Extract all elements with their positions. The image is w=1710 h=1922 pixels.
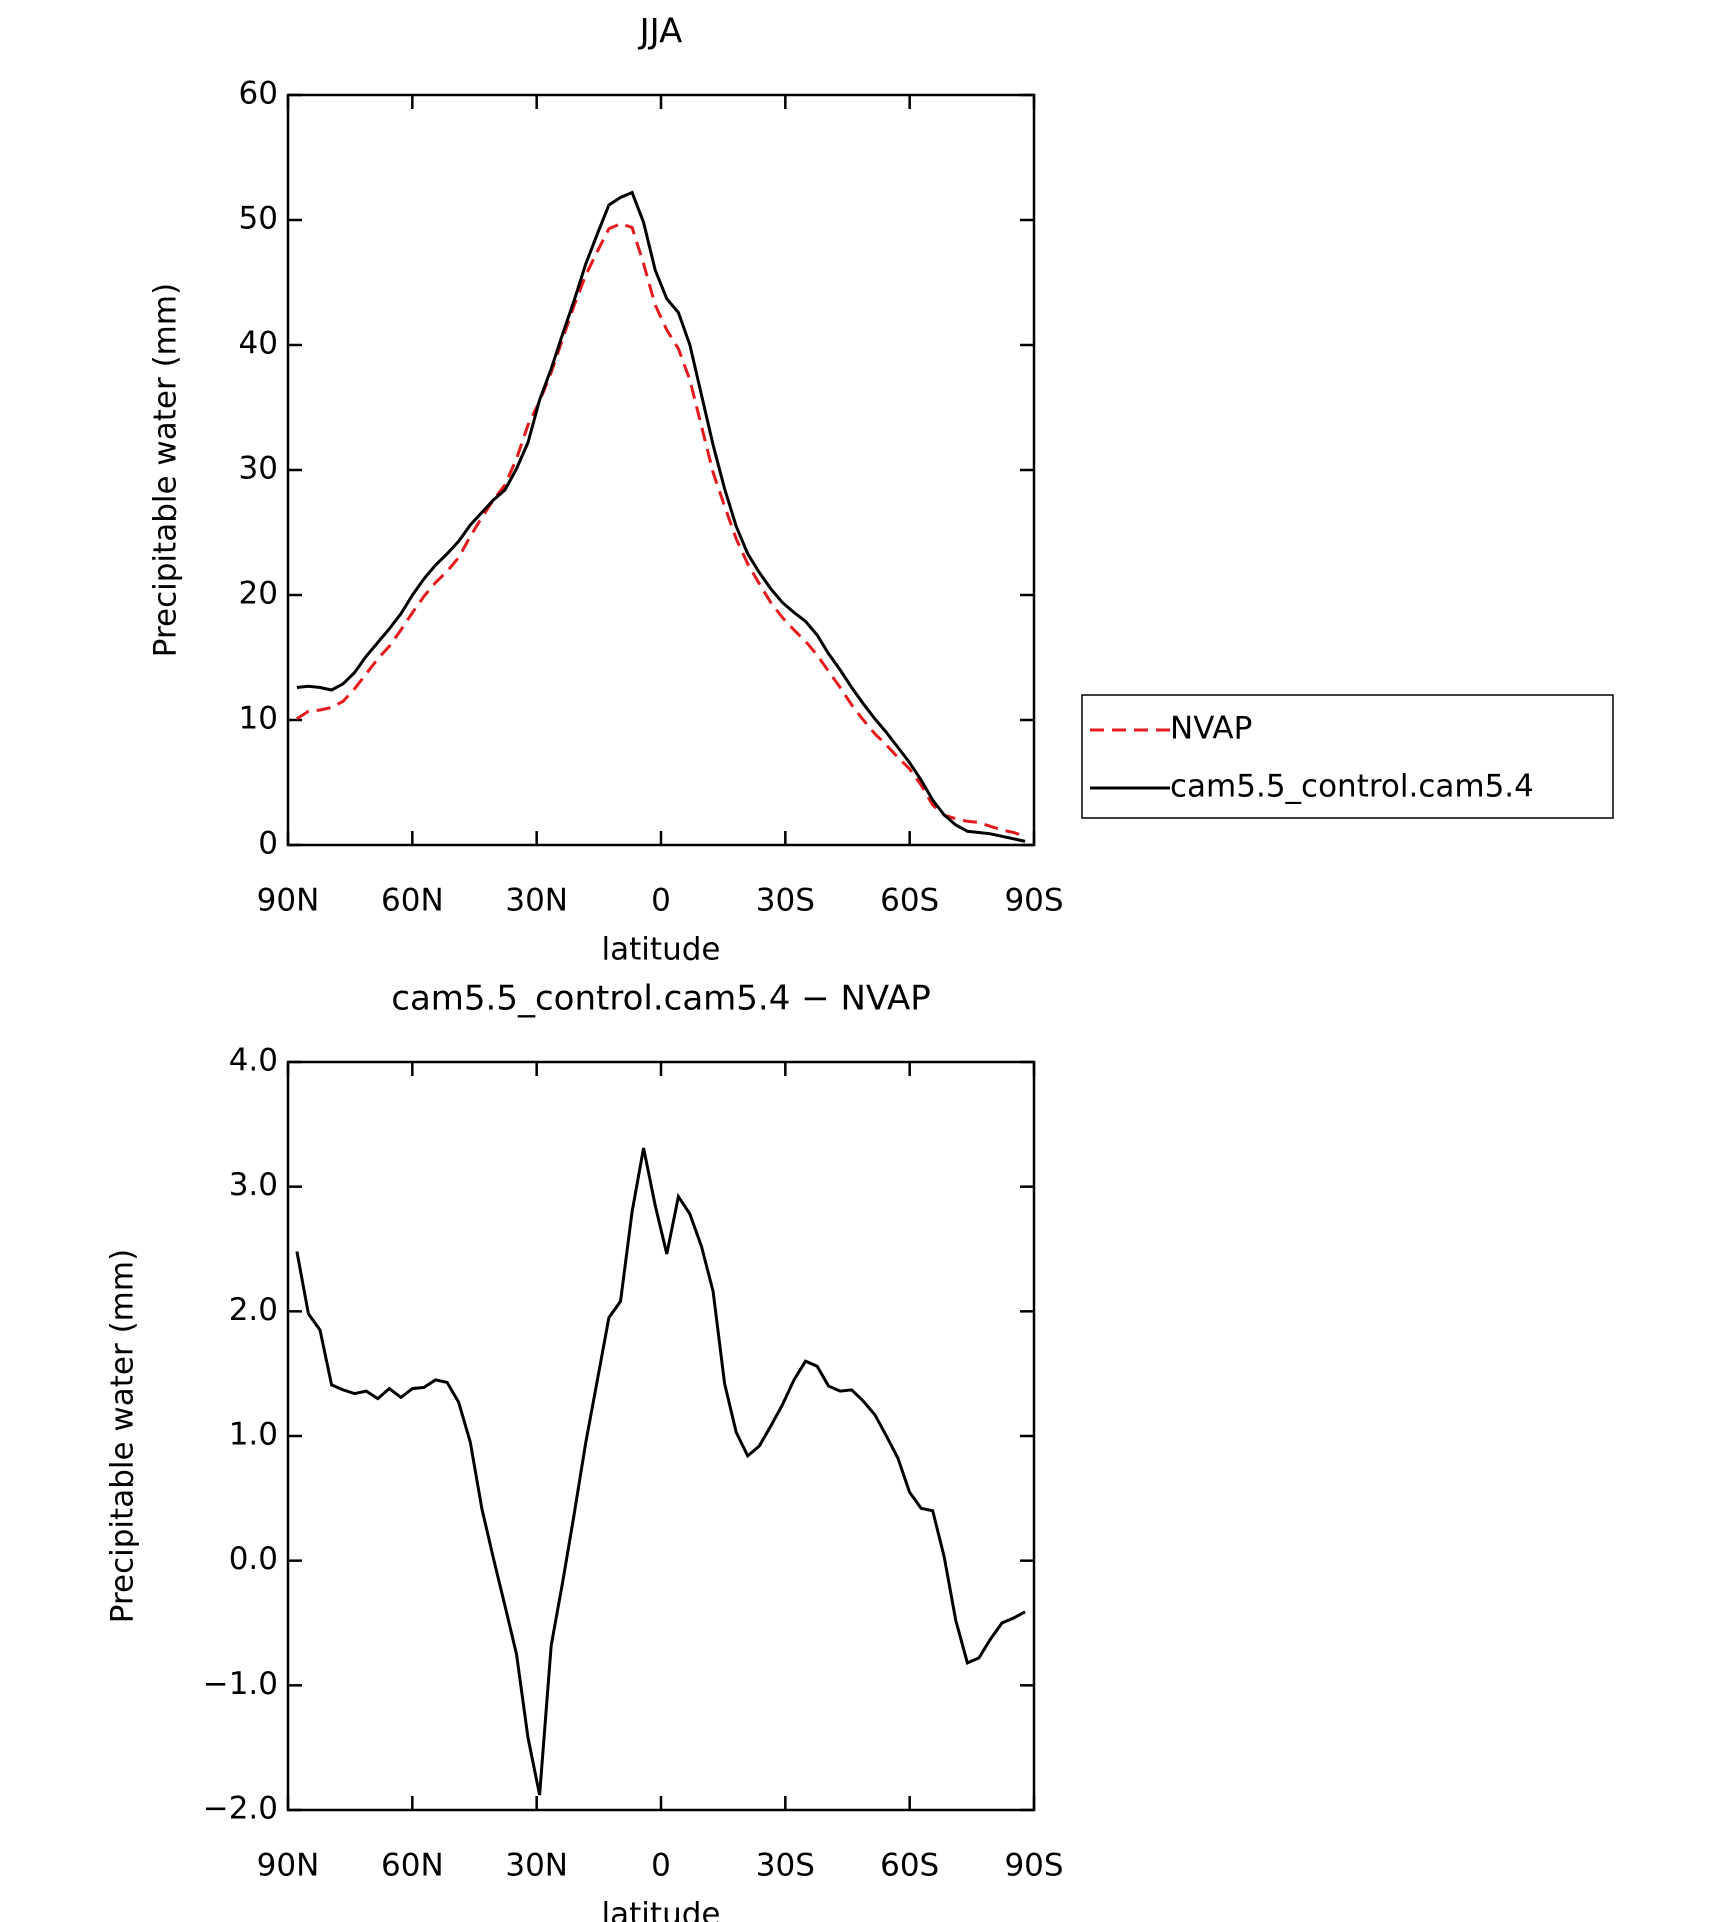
y-tick-label: 60 <box>239 76 278 112</box>
y-tick-label: 0 <box>258 826 278 862</box>
x-tick-label: 90N <box>257 1848 320 1884</box>
data-line <box>296 190 1026 843</box>
y-tick-label: 2.0 <box>229 1292 278 1328</box>
x-tick-label: 30S <box>756 883 815 919</box>
x-tick-label: 90S <box>1004 1848 1063 1884</box>
data-line <box>296 222 1026 838</box>
x-tick-label: 30S <box>756 1848 815 1884</box>
legend-box <box>1081 694 1614 819</box>
x-tick-label: 0 <box>651 1848 671 1884</box>
y-tick-label: 0.0 <box>229 1541 278 1577</box>
y-tick-label: 50 <box>239 201 278 237</box>
y-tick-label: 10 <box>239 701 278 737</box>
y-tick-label: −1.0 <box>203 1666 278 1702</box>
x-tick-label: 60N <box>381 1848 444 1884</box>
y-axis-label: Precipitable water (mm) <box>105 1249 141 1623</box>
x-tick-label: 60S <box>880 1848 939 1884</box>
data-line <box>295 1147 1026 1796</box>
y-axis-label: Precipitable water (mm) <box>148 283 184 657</box>
legend-label: NVAP <box>1170 711 1252 747</box>
chart-title: JJA <box>638 12 683 52</box>
x-tick-label: 60N <box>381 883 444 919</box>
y-tick-label: 3.0 <box>229 1167 278 1203</box>
x-tick-label: 90N <box>257 883 320 919</box>
plot-frame <box>286 1060 1036 1812</box>
x-axis-label: latitude <box>602 1897 721 1922</box>
plot-frame <box>286 93 1036 847</box>
y-tick-label: 20 <box>239 576 278 612</box>
legend-label: cam5.5_control.cam5.4 <box>1170 769 1534 805</box>
y-tick-label: 4.0 <box>229 1043 278 1079</box>
x-tick-label: 30N <box>505 883 568 919</box>
x-tick-label: 90S <box>1004 883 1063 919</box>
x-axis-label: latitude <box>602 932 721 968</box>
y-tick-label: 1.0 <box>229 1417 278 1453</box>
x-tick-label: 0 <box>651 883 671 919</box>
x-tick-label: 30N <box>505 1848 568 1884</box>
x-tick-label: 60S <box>880 883 939 919</box>
chart-title: cam5.5_control.cam5.4 − NVAP <box>391 979 930 1019</box>
y-tick-label: 30 <box>239 451 278 487</box>
y-tick-label: 40 <box>239 326 278 362</box>
y-tick-label: −2.0 <box>203 1791 278 1827</box>
